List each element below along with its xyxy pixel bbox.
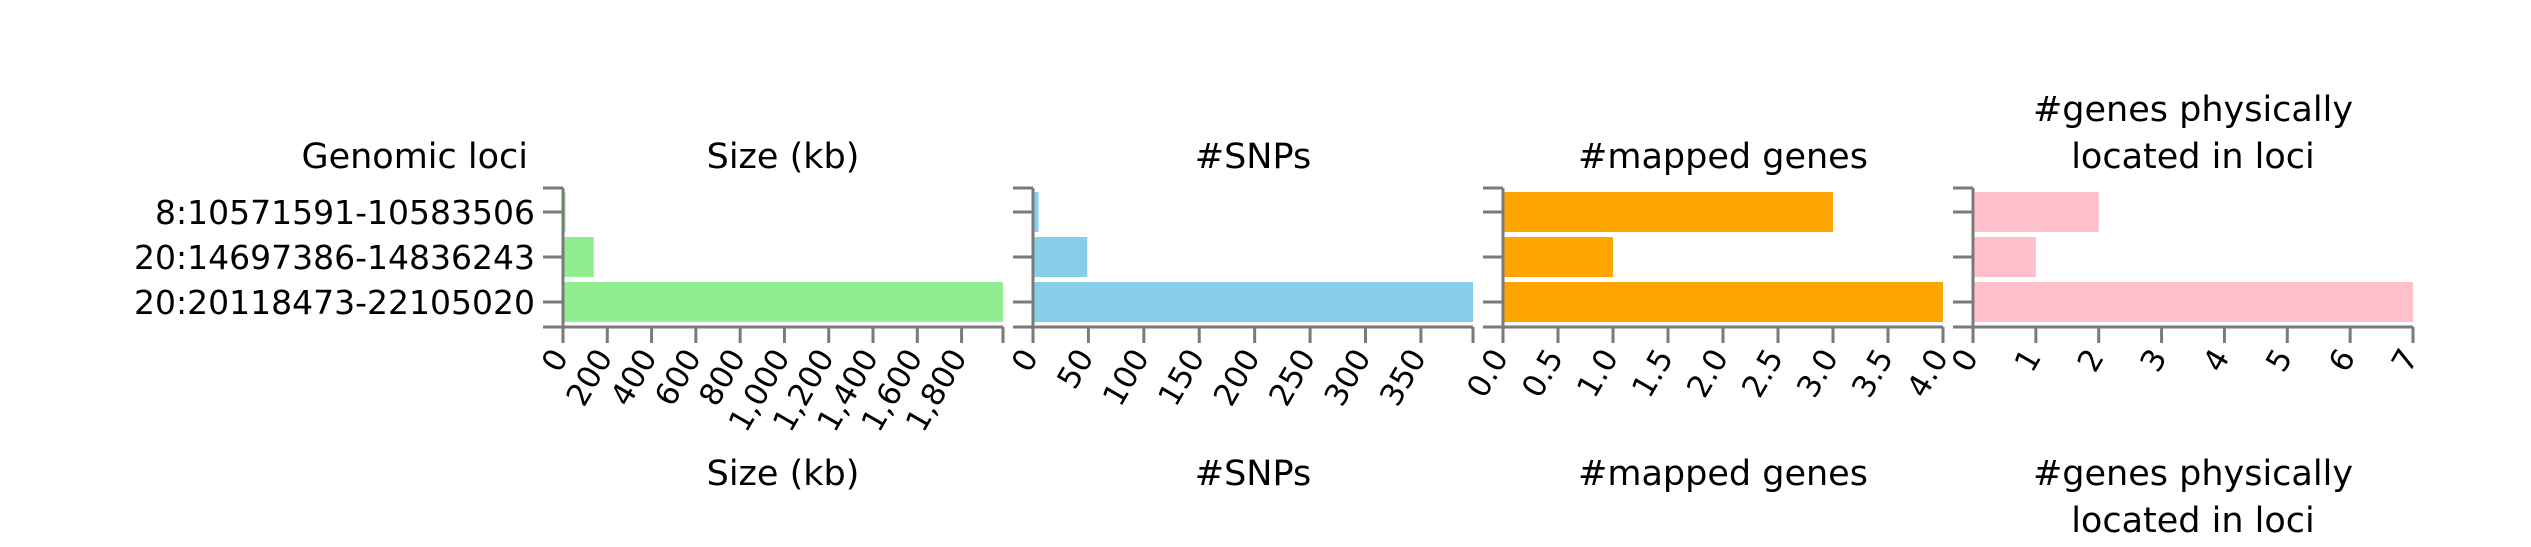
locus-label: 20:14697386-14836243	[134, 238, 535, 277]
chart-panel: #mapped genes 0.0 0.5 1.0 1.5 2.0 2.5 3.0 3.5 4.0…	[1460, 137, 1956, 494]
x-axis-label: #genes physically	[2033, 454, 2353, 494]
bar	[563, 237, 594, 277]
loci-labels: 8:10571591-10583506 20:14697386-14836243 2…	[134, 193, 535, 322]
x-tick-label: 150	[1151, 343, 1212, 412]
x-tick-label: 7	[2385, 343, 2426, 378]
x-tick-label: 400	[604, 343, 665, 412]
panel-title: Size (kb)	[707, 137, 860, 177]
bar	[1503, 282, 1943, 322]
panel-title: #genes physically	[2033, 90, 2353, 130]
panel-title: #SNPs	[1195, 137, 1311, 177]
x-tick-label: 0.0	[1460, 343, 1516, 404]
chart-panels: Size (kb)02004006008001,0001,2001,4001,6…	[535, 90, 2426, 541]
x-tick-label: 4	[2196, 343, 2237, 378]
x-axis-label: Size (kb)	[707, 454, 860, 494]
bar	[1973, 237, 2036, 277]
bar	[1973, 192, 2099, 232]
bar	[1033, 192, 1039, 232]
x-axis-label: located in loci	[2071, 501, 2315, 541]
x-tick-label: 3	[2133, 343, 2174, 378]
x-tick-label: 1	[2008, 343, 2049, 378]
x-tick-label: 200	[1207, 343, 1268, 412]
x-tick-label: 100	[1096, 343, 1157, 412]
x-tick-label: 1.0	[1570, 343, 1626, 404]
x-tick-label: 250	[1262, 343, 1323, 412]
x-tick-label: 50	[1050, 343, 1101, 395]
x-tick-label: 5	[2259, 343, 2300, 378]
x-axis-label: #SNPs	[1195, 454, 1311, 494]
bar	[563, 282, 1003, 322]
bar	[1973, 282, 2413, 322]
x-tick-label: 0	[1005, 343, 1046, 378]
chart-panel: Size (kb)02004006008001,0001,2001,4001,6…	[535, 137, 1005, 494]
bar	[1033, 237, 1088, 277]
x-tick-label: 2.0	[1680, 343, 1736, 404]
row-header: Genomic loci	[301, 137, 528, 177]
panel-title: located in loci	[2071, 137, 2315, 177]
x-tick-label: 4.0	[1900, 343, 1956, 404]
bar	[1503, 192, 1833, 232]
bar	[1503, 237, 1613, 277]
x-tick-label: 6	[2322, 343, 2363, 378]
x-tick-label: 2	[2071, 343, 2112, 378]
x-tick-label: 0	[535, 343, 576, 378]
x-tick-label: 2.5	[1735, 343, 1791, 404]
x-tick-label: 0.5	[1515, 343, 1571, 404]
x-tick-label: 350	[1373, 343, 1434, 412]
x-tick-label: 600	[648, 343, 709, 412]
chart-panel: #genes physically located in loci 0 1 2 3 4 5 6 7…	[1945, 90, 2426, 541]
x-tick-label: 300	[1318, 343, 1379, 412]
x-tick-label: 3.5	[1845, 343, 1901, 404]
x-tick-label: 0	[1945, 343, 1986, 378]
panel-title: #mapped genes	[1578, 137, 1868, 177]
x-axis-label: #mapped genes	[1578, 454, 1868, 494]
x-tick-label: 200	[559, 343, 620, 412]
locus-label: 20:20118473-22105020	[134, 283, 535, 322]
locus-label: 8:10571591-10583506	[155, 193, 535, 232]
bar	[1033, 282, 1473, 322]
x-tick-label: 1.5	[1625, 343, 1681, 404]
x-tick-label: 3.0	[1790, 343, 1846, 404]
